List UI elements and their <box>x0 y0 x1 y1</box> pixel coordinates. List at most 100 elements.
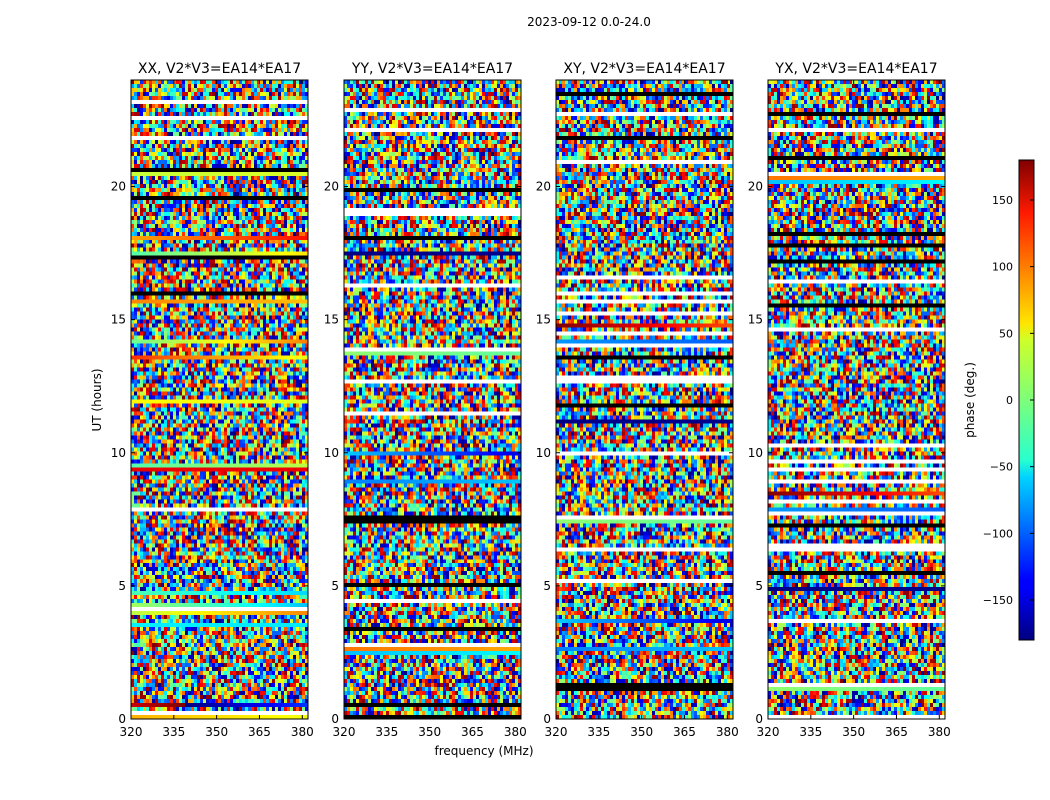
heatmap-cell <box>185 344 188 348</box>
heatmap-cell <box>194 340 197 344</box>
heatmap-cell <box>182 344 185 348</box>
heatmap-cell <box>251 204 254 208</box>
heatmap-cell <box>137 152 140 156</box>
heatmap-cell <box>272 368 275 372</box>
heatmap-cell <box>182 156 185 160</box>
heatmap-cell <box>203 328 206 332</box>
heatmap-cell <box>164 208 167 212</box>
heatmap-cell <box>185 384 188 388</box>
heatmap-cell <box>269 312 272 316</box>
heatmap-cell <box>272 132 275 136</box>
heatmap-cell <box>176 148 179 152</box>
heatmap-cell <box>221 152 224 156</box>
heatmap-cell <box>296 92 299 96</box>
heatmap-cell <box>251 252 254 256</box>
heatmap-cell <box>203 132 206 136</box>
heatmap-cell <box>296 392 299 396</box>
heatmap-cell <box>182 84 185 88</box>
heatmap-cell <box>257 252 260 256</box>
heatmap-cell <box>221 212 224 216</box>
heatmap-cell <box>245 128 248 132</box>
heatmap-cell <box>242 204 245 208</box>
heatmap-cell <box>185 316 188 320</box>
heatmap-cell <box>191 152 194 156</box>
heatmap-cell <box>230 228 233 232</box>
heatmap-cell <box>161 352 164 356</box>
heatmap-cell <box>215 376 218 380</box>
heatmap-cell <box>275 324 278 328</box>
heatmap-cell <box>266 248 269 252</box>
heatmap-cell <box>233 208 236 212</box>
heatmap-cell <box>167 80 170 84</box>
heatmap-cell <box>185 304 188 308</box>
heatmap-cell <box>185 236 188 240</box>
heatmap-cell <box>287 224 290 228</box>
heatmap-cell <box>227 340 230 344</box>
heatmap-cell <box>203 300 206 304</box>
heatmap-cell <box>185 272 188 276</box>
heatmap-cell <box>278 300 281 304</box>
heatmap-cell <box>287 356 290 360</box>
heatmap-cell <box>236 380 239 384</box>
heatmap-cell <box>251 132 254 136</box>
heatmap-cell <box>197 144 200 148</box>
heatmap-cell <box>134 232 137 236</box>
heatmap-cell <box>236 140 239 144</box>
heatmap-cell <box>242 344 245 348</box>
heatmap-cell <box>257 272 260 276</box>
heatmap-cell <box>248 340 251 344</box>
heatmap-cell <box>185 144 188 148</box>
heatmap-cell <box>233 124 236 128</box>
heatmap-cell <box>266 364 269 368</box>
heatmap-cell <box>221 192 224 196</box>
heatmap-cell <box>287 376 290 380</box>
heatmap-cell <box>296 308 299 312</box>
heatmap-cell <box>269 252 272 256</box>
heatmap-cell <box>257 364 260 368</box>
heatmap-cell <box>257 140 260 144</box>
heatmap-cell <box>137 208 140 212</box>
heatmap-cell <box>224 240 227 244</box>
heatmap-cell <box>185 80 188 84</box>
heatmap-cell <box>260 92 263 96</box>
heatmap-cell <box>185 380 188 384</box>
heatmap-cell <box>203 296 206 300</box>
heatmap-cell <box>275 272 278 276</box>
heatmap-cell <box>212 356 215 360</box>
heatmap-cell <box>173 396 176 400</box>
heatmap-cell <box>164 284 167 288</box>
heatmap-cell <box>167 272 170 276</box>
heatmap-cell <box>296 380 299 384</box>
heatmap-cell <box>245 284 248 288</box>
heatmap-cell <box>176 144 179 148</box>
heatmap-cell <box>230 304 233 308</box>
heatmap-cell <box>212 200 215 204</box>
heatmap-cell <box>275 388 278 392</box>
heatmap-cell <box>290 364 293 368</box>
heatmap-cell <box>227 228 230 232</box>
heatmap-cell <box>179 164 182 168</box>
heatmap-cell <box>236 332 239 336</box>
heatmap-cell <box>149 212 152 216</box>
heatmap-cell <box>158 268 161 272</box>
heatmap-cell <box>254 240 257 244</box>
heatmap-cell <box>134 88 137 92</box>
heatmap-cell <box>146 152 149 156</box>
heatmap-cell <box>185 340 188 344</box>
heatmap-cell <box>299 344 302 348</box>
heatmap-cell <box>161 384 164 388</box>
heatmap-cell <box>206 88 209 92</box>
heatmap-cell <box>239 236 242 240</box>
heatmap-cell <box>197 296 200 300</box>
heatmap-cell <box>155 376 158 380</box>
heatmap-cell <box>140 132 143 136</box>
heatmap-cell <box>260 124 263 128</box>
heatmap-cell <box>242 248 245 252</box>
heatmap-cell <box>152 244 155 248</box>
heatmap-cell <box>149 88 152 92</box>
heatmap-cell <box>179 396 182 400</box>
heatmap-cell <box>263 112 266 116</box>
heatmap-cell <box>248 376 251 380</box>
heatmap-cell <box>200 320 203 324</box>
heatmap-cell <box>293 356 296 360</box>
